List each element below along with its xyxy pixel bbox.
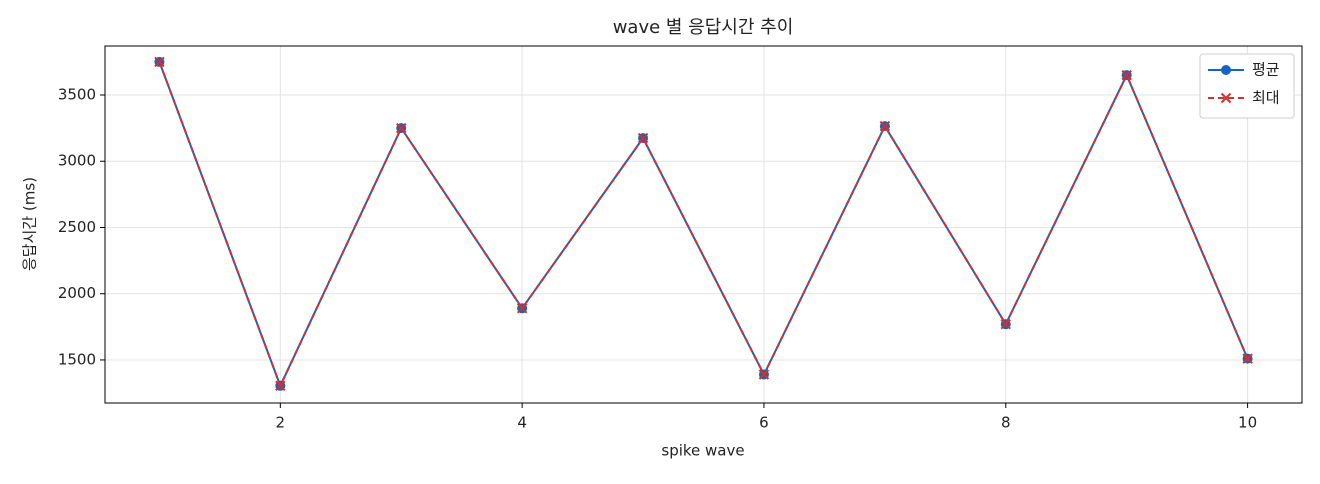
x-tick-label: 2 xyxy=(276,414,286,432)
x-axis-label: spike wave xyxy=(661,442,744,460)
data-point xyxy=(1121,69,1132,81)
y-tick-label: 3500 xyxy=(58,86,96,104)
data-point xyxy=(1000,318,1011,330)
y-tick-label: 3000 xyxy=(58,152,96,170)
x-tick-label: 4 xyxy=(517,414,527,432)
data-point xyxy=(637,132,649,144)
legend-label: 평균 xyxy=(1252,61,1280,79)
legend-box xyxy=(1199,53,1295,119)
data-point xyxy=(516,303,528,314)
x-tick-label: 10 xyxy=(1238,414,1257,432)
chart-title: wave 별 응답시간 추이 xyxy=(613,17,794,38)
y-tick-label: 2500 xyxy=(58,218,96,236)
legend-label: 최대 xyxy=(1252,89,1280,107)
plot-frame xyxy=(104,45,1303,404)
x-tick-label: 6 xyxy=(759,414,769,432)
y-axis-label: 응답시간 (ms) xyxy=(21,177,39,271)
data-point xyxy=(154,56,165,68)
legend-marker xyxy=(1220,92,1232,104)
data-point xyxy=(879,120,891,132)
legend-marker xyxy=(1221,65,1231,75)
series-line xyxy=(158,61,1249,389)
data-point xyxy=(396,122,407,134)
x-tick-label: 8 xyxy=(1001,414,1011,432)
y-tick-label: 2000 xyxy=(58,284,96,302)
data-point xyxy=(758,369,770,380)
data-point xyxy=(1242,353,1253,364)
data-point xyxy=(275,380,286,391)
y-tick-label: 1500 xyxy=(58,350,96,368)
